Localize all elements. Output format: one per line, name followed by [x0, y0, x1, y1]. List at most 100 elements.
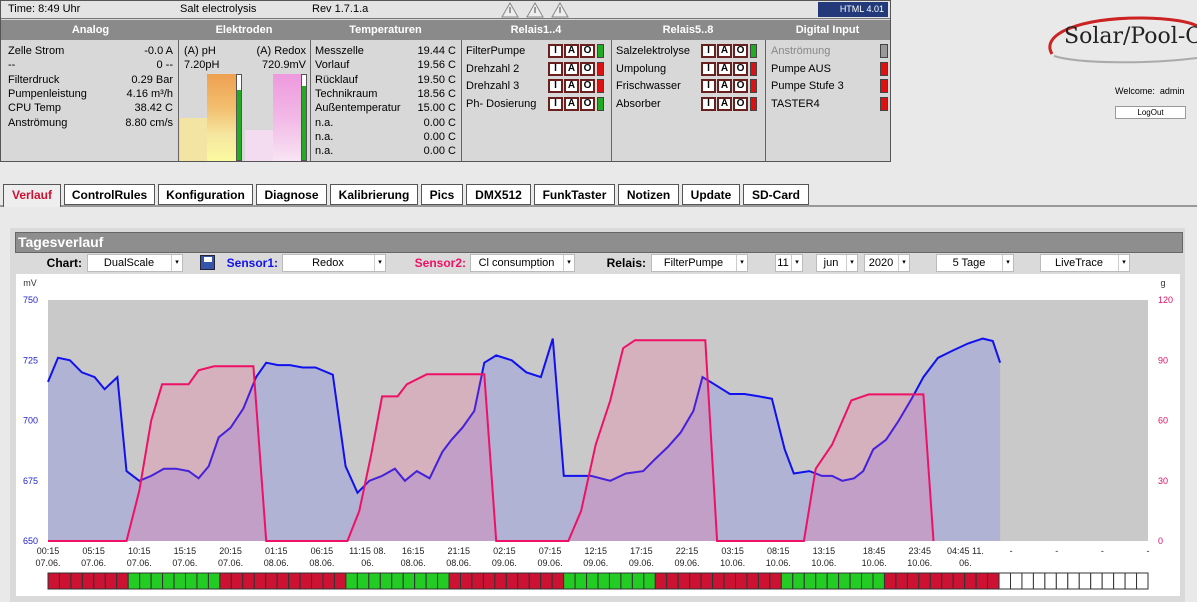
relay-name: Drehzahl 2	[466, 62, 520, 75]
tab[interactable]: Update	[682, 184, 740, 205]
tab[interactable]: SD-Card	[743, 184, 809, 205]
logo-swoosh	[1048, 16, 1197, 64]
status-rev: Rev 1.7.1.a	[312, 3, 369, 15]
relay-cell	[769, 572, 782, 590]
relay-cell	[1124, 572, 1138, 590]
relay-cell	[608, 572, 622, 590]
row-label: n.a.	[315, 145, 334, 158]
relay-cell	[185, 572, 198, 590]
select[interactable]: FilterPumpe ▾	[651, 254, 748, 272]
ph-block	[180, 118, 207, 161]
select[interactable]: Redox ▾	[282, 254, 386, 272]
relay-cell	[162, 572, 175, 590]
select-arrow: ▾	[563, 255, 574, 271]
tab[interactable]: Verlauf	[3, 184, 61, 207]
select[interactable]: 2020 ▾	[864, 254, 910, 272]
row-value: 0.00 C	[423, 116, 456, 129]
relay-cell	[1021, 572, 1034, 590]
relay-button: O	[733, 61, 748, 76]
relay-cell	[93, 572, 106, 590]
relay-cell	[345, 572, 358, 590]
tab[interactable]: DMX512	[466, 184, 531, 205]
x-tick-label: 23:45 10.06.	[907, 546, 932, 568]
y2-tick-label: 120	[1158, 295, 1173, 305]
column-separator	[178, 40, 179, 161]
row-value: -0.0 A	[144, 45, 173, 57]
relay-cell	[356, 572, 370, 590]
ph-level-fill	[237, 90, 241, 160]
relay-button: O	[733, 44, 748, 58]
relay-cell	[333, 572, 347, 590]
x-tick-label: 18:45 10.06.	[862, 546, 887, 568]
tab[interactable]: Pics	[421, 184, 463, 205]
relay-button: I	[701, 96, 716, 111]
y2-tick-label: 30	[1158, 476, 1168, 486]
relay-name: Salzelektrolyse	[616, 45, 690, 57]
tab[interactable]: Konfiguration	[158, 184, 253, 205]
section-title-bar	[15, 232, 1183, 253]
relay-name: Frischwasser	[616, 80, 681, 92]
x-tick-label: 15:15 07.06.	[172, 546, 197, 568]
relay-cell	[299, 572, 313, 590]
tab[interactable]: Kalibrierung	[330, 184, 418, 205]
row-label: Rücklauf	[315, 73, 358, 86]
relay-button: A	[717, 44, 732, 58]
select[interactable]: 5 Tage ▾	[936, 254, 1014, 272]
select[interactable]: LiveTrace ▾	[1040, 254, 1130, 272]
row-value: 0.00 C	[423, 145, 456, 158]
relay-cell	[1078, 572, 1092, 590]
relay-cell	[425, 572, 439, 590]
plot-area	[48, 300, 1148, 541]
relay-cell	[460, 572, 473, 590]
select[interactable]: DualScale ▾	[87, 254, 183, 272]
select[interactable]: 11 ▾	[775, 254, 803, 272]
relay-cell	[414, 572, 427, 590]
relay-button: A	[564, 96, 579, 111]
tab[interactable]: FunkTaster	[534, 184, 615, 205]
row-value: 0.00 C	[423, 130, 456, 143]
x-tick-label: 21:15 08.06.	[446, 546, 471, 568]
row-label: Pumpenleistung	[8, 87, 87, 100]
save-icon[interactable]	[200, 255, 215, 270]
select-arrow: ▾	[898, 255, 909, 271]
relay-lamp	[750, 61, 757, 76]
x-tick-label: 13:15 10.06.	[811, 546, 836, 568]
x-tick-label: 07:15 09.06.	[538, 546, 563, 568]
relay-cell	[780, 572, 794, 590]
relay-cell	[1010, 572, 1023, 590]
relay-cell	[861, 572, 874, 590]
relay-cell	[712, 572, 725, 590]
tab[interactable]: ControlRules	[64, 184, 155, 205]
relay-cell	[482, 572, 496, 590]
tab[interactable]: Diagnose	[256, 184, 327, 205]
relay-button: I	[701, 61, 716, 76]
logout-button[interactable]: LogOut	[1115, 106, 1186, 119]
series-line	[47, 337, 1002, 495]
relay-cell	[540, 572, 553, 590]
redox-value: 720.9mV	[261, 59, 306, 71]
row-label: n.a.	[315, 130, 334, 143]
x-tick-label: -	[1010, 546, 1013, 556]
relay-cell	[81, 572, 95, 590]
relay-cell	[689, 572, 702, 590]
select-arrow: ▾	[791, 255, 802, 271]
x-tick-label: 20:15 07.06.	[218, 546, 243, 568]
status-time: Time: 8:49 Uhr	[8, 3, 81, 15]
relay-button: O	[580, 96, 595, 111]
tab[interactable]: Notizen	[618, 184, 679, 205]
relay-cell	[528, 572, 542, 590]
relay-cell	[563, 572, 576, 590]
relay-cell	[700, 572, 714, 590]
ph-level	[236, 74, 242, 161]
x-tick-label: -	[1055, 546, 1058, 556]
row-value: 4.16 m³/h	[126, 87, 173, 100]
relay-cell	[471, 572, 484, 590]
y-tick-label: 750	[23, 295, 38, 305]
select[interactable]: Cl consumption ▾	[470, 254, 575, 272]
input-name: TASTER4	[771, 97, 820, 110]
relay-cell	[150, 572, 164, 590]
select[interactable]: jun ▾	[816, 254, 858, 272]
relay-button: A	[564, 79, 579, 93]
relay-cell	[437, 572, 450, 590]
warning-icons	[501, 2, 569, 18]
